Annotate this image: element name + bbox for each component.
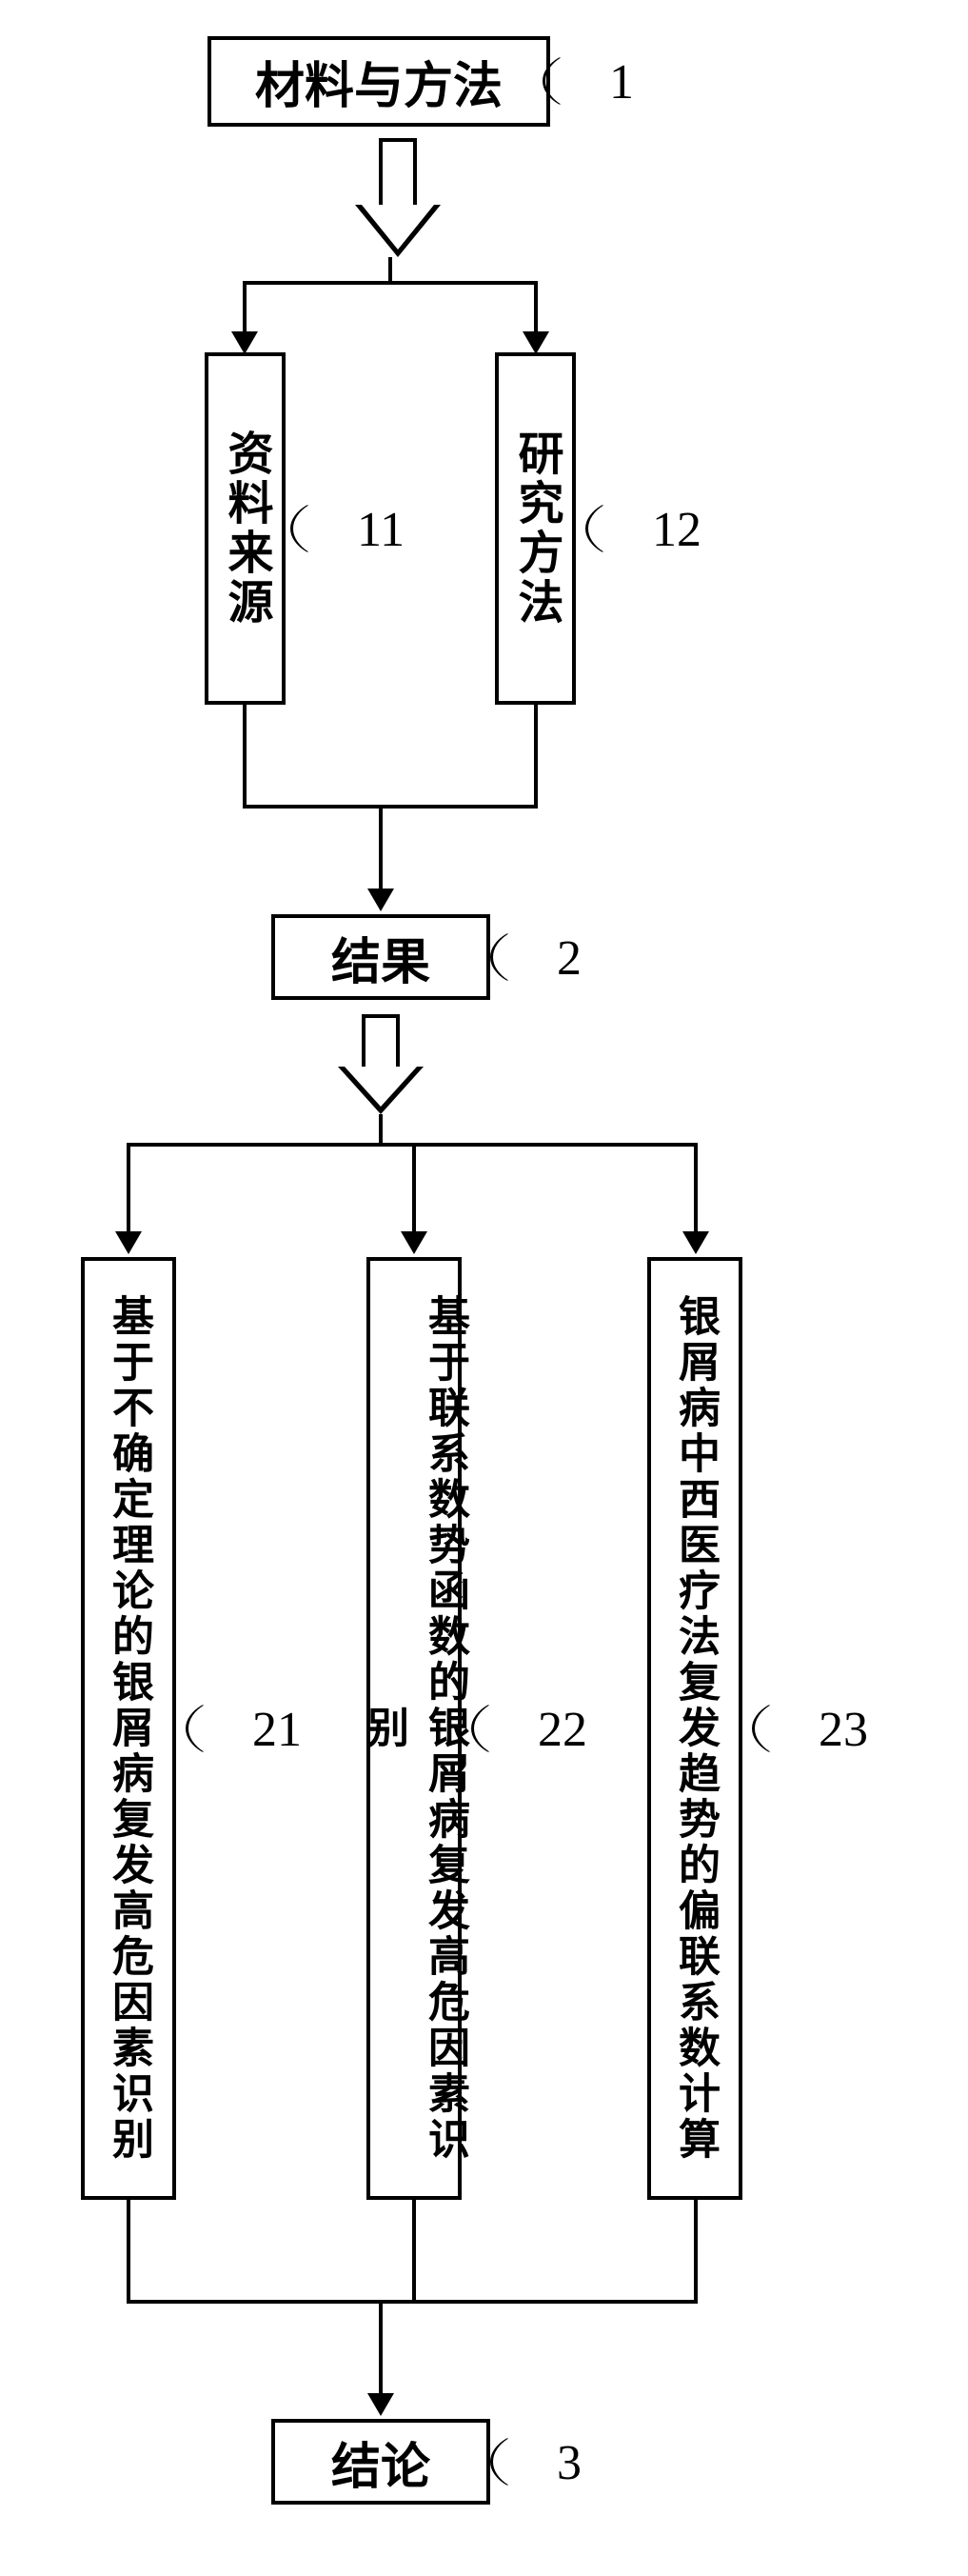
label-leader [490,924,604,990]
node-n2: 结果 [271,914,490,1000]
node-label-n21: 21 [252,1702,302,1758]
node-label-n2: 2 [557,930,582,987]
connector-arrowhead [401,1231,427,1254]
connector-line [243,281,247,333]
connector-line [127,2300,698,2304]
node-label-n23: 23 [819,1702,868,1758]
connector-line [243,805,538,809]
connector-line [534,705,538,805]
connector-arrowhead [367,889,394,911]
connector-line [412,2200,416,2300]
node-label-n22: 22 [538,1702,587,1758]
connector-line [534,281,538,333]
label-leader [543,48,657,114]
node-label-n3: 3 [557,2435,582,2491]
connector-arrowhead [115,1231,142,1254]
label-leader [490,2428,604,2495]
node-label-n12: 12 [652,502,701,558]
node-n11: 资料来源 [205,352,286,705]
connector-line [127,1143,130,1233]
connector-line [694,1143,698,1233]
connector-line [379,805,383,890]
connector-line [388,257,392,284]
node-n21: 基于不确定理论的银屑病复发高危因素识别 [81,1257,176,2200]
node-n22: 基于联系数势函数的银屑病复发高危因素识别 [366,1257,462,2200]
node-n3: 结论 [271,2419,490,2505]
connector-line [243,705,247,805]
connector-line [412,1143,416,1233]
connector-arrowhead [367,2393,394,2416]
connector-arrowhead [523,331,549,354]
node-n1: 材料与方法 [207,36,550,127]
connector-line [694,2200,698,2300]
node-label-n1: 1 [609,54,634,110]
node-n12: 研究方法 [495,352,576,705]
connector-arrowhead [231,331,258,354]
connector-line [127,2200,130,2300]
node-n23: 银屑病中西医疗法复发趋势的偏联系数计算 [647,1257,742,2200]
connector-arrowhead [682,1231,709,1254]
connector-line [379,2300,383,2395]
connector-line [379,1114,383,1146]
node-label-n11: 11 [357,502,405,558]
